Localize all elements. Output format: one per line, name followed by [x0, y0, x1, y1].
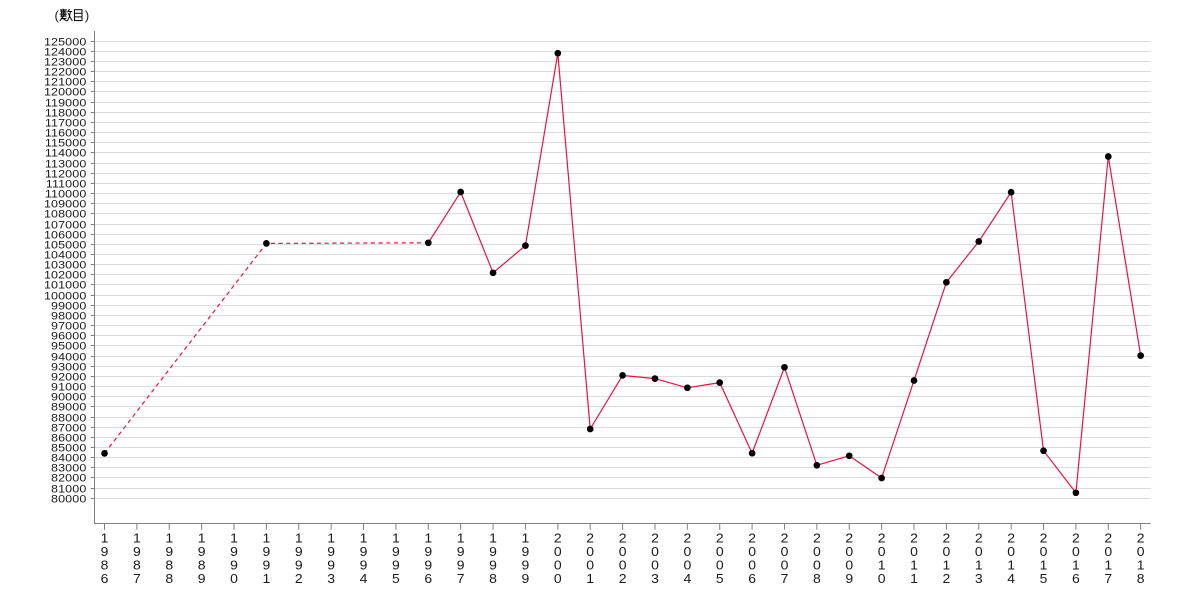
svg-text:94000: 94000: [51, 350, 87, 363]
svg-text:102000: 102000: [44, 268, 87, 281]
svg-text:115000: 115000: [45, 136, 87, 149]
svg-text:97000: 97000: [51, 319, 87, 332]
svg-text:104000: 104000: [44, 248, 87, 261]
svg-text:116000: 116000: [45, 126, 87, 139]
svg-text:87000: 87000: [51, 421, 87, 434]
svg-text:85000: 85000: [51, 441, 87, 454]
svg-text:120000: 120000: [44, 85, 87, 98]
svg-text:): ): [85, 8, 89, 23]
svg-text:123000: 123000: [44, 55, 87, 68]
svg-text:108000: 108000: [44, 207, 87, 220]
svg-text:90000: 90000: [51, 390, 87, 403]
svg-text:83000: 83000: [51, 461, 87, 474]
svg-text:117000: 117000: [45, 116, 87, 129]
svg-text:119000: 119000: [45, 96, 87, 109]
svg-text:100000: 100000: [44, 289, 87, 302]
svg-text:106000: 106000: [44, 228, 87, 241]
svg-text:98000: 98000: [51, 309, 87, 322]
svg-text:(: (: [55, 8, 60, 23]
svg-text:118000: 118000: [45, 106, 87, 119]
svg-text:84000: 84000: [51, 451, 87, 464]
svg-text:103000: 103000: [44, 258, 87, 271]
svg-text:96000: 96000: [51, 329, 87, 342]
svg-text:105000: 105000: [44, 238, 87, 251]
svg-text:89000: 89000: [51, 400, 87, 413]
svg-text:80000: 80000: [51, 492, 87, 505]
svg-text:113000: 113000: [45, 157, 87, 170]
svg-text:81000: 81000: [51, 482, 87, 495]
svg-text:82000: 82000: [51, 471, 87, 484]
svg-text:124000: 124000: [44, 45, 87, 58]
svg-text:95000: 95000: [51, 339, 87, 352]
svg-text:112000: 112000: [45, 167, 87, 180]
svg-text:101000: 101000: [44, 278, 87, 291]
svg-text:91000: 91000: [51, 380, 87, 393]
svg-text:86000: 86000: [51, 431, 87, 444]
svg-text:88000: 88000: [51, 411, 87, 424]
svg-text:99000: 99000: [51, 299, 87, 312]
svg-text:92000: 92000: [51, 370, 87, 383]
svg-text:114000: 114000: [45, 146, 87, 159]
svg-text:121000: 121000: [44, 75, 87, 88]
svg-text:93000: 93000: [51, 360, 87, 373]
svg-text:111000: 111000: [46, 177, 87, 190]
svg-text:125000: 125000: [44, 35, 87, 48]
svg-text:109000: 109000: [44, 197, 87, 210]
svg-text:110000: 110000: [45, 187, 87, 200]
svg-text:107000: 107000: [44, 218, 87, 231]
svg-text:122000: 122000: [44, 65, 87, 78]
svg-text:2000: 2000: [554, 531, 562, 585]
